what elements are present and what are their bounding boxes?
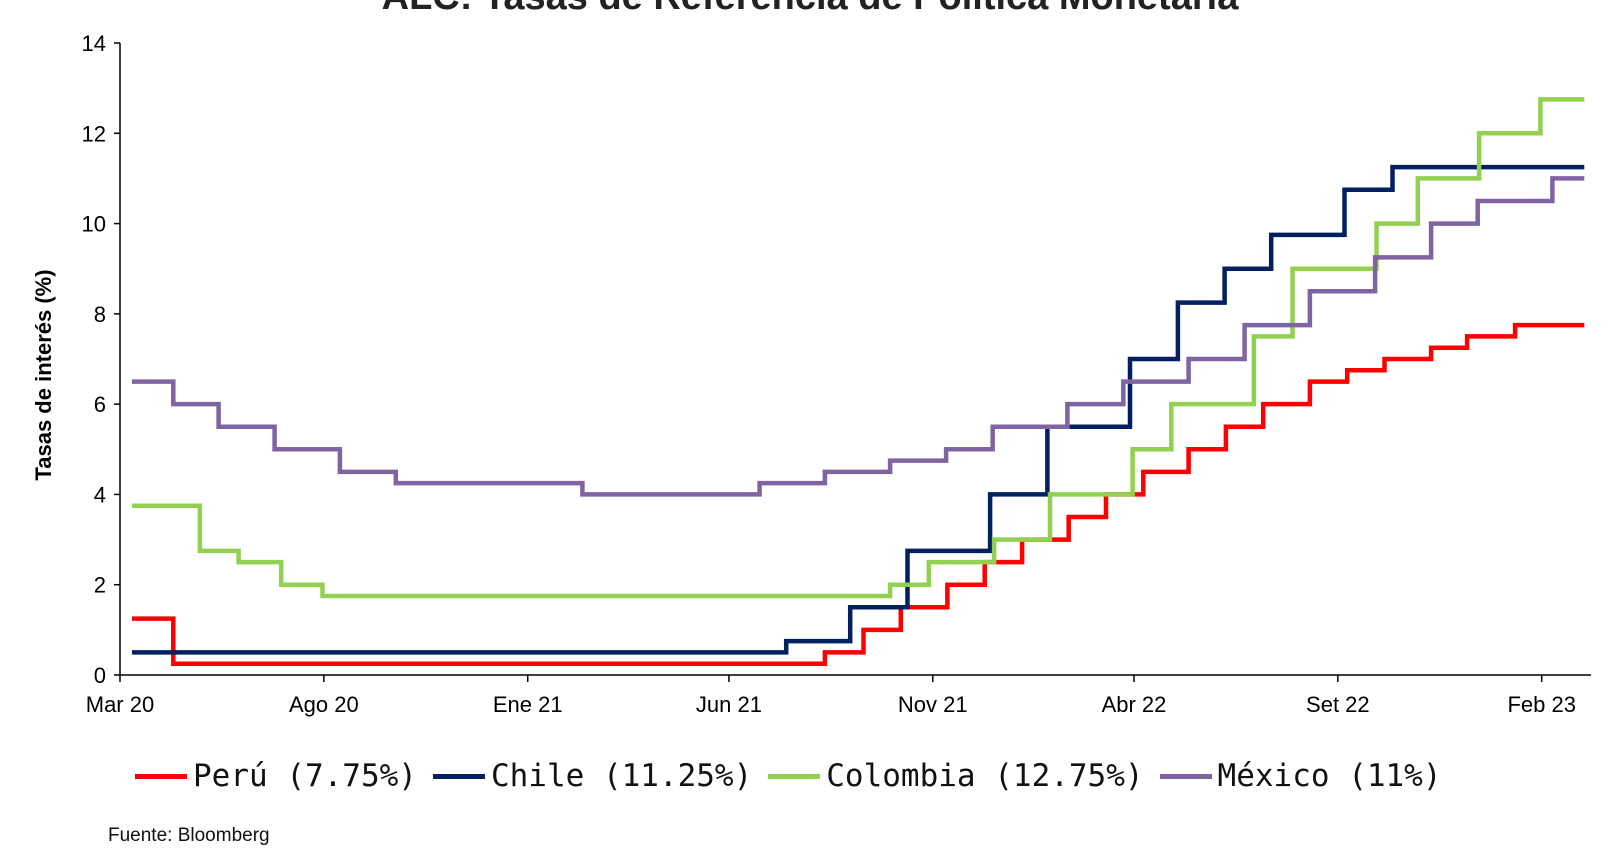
legend-label: México (11%) xyxy=(1217,758,1442,794)
legend-item-chile: Chile (11.25%) xyxy=(432,758,753,794)
y-tick-label: 6 xyxy=(94,392,106,417)
x-tick-label: Ago 20 xyxy=(289,692,359,717)
legend-item-colombia: Colombia (12.75%) xyxy=(768,758,1144,794)
series-line-colombia xyxy=(132,97,1585,599)
y-tick-label: 12 xyxy=(82,121,106,146)
x-tick-label: Nov 21 xyxy=(898,692,968,717)
x-tick-label: Jun 21 xyxy=(696,692,762,717)
chart-title: ALC: Tasas de Referencia de Política Mon… xyxy=(0,0,1620,19)
legend-swatch xyxy=(768,773,821,779)
legend: Perú (7.75%) Chile (11.25%) Colombia (12.7… xyxy=(135,758,1458,794)
legend-label: Colombia (12.75%) xyxy=(826,758,1144,794)
series-line-peru xyxy=(132,322,1585,666)
y-tick-label: 8 xyxy=(94,302,106,327)
y-tick-label: 2 xyxy=(94,573,106,598)
legend-label: Chile (11.25%) xyxy=(490,758,753,794)
legend-label: Perú (7.75%) xyxy=(193,758,417,794)
legend-item-mexico: México (11%) xyxy=(1159,758,1442,794)
y-axis-label: Tasas de interés (%) xyxy=(31,269,56,480)
y-tick-label: 0 xyxy=(94,663,106,688)
y-tick-label: 10 xyxy=(82,212,106,237)
legend-swatch xyxy=(432,773,485,779)
x-tick-label: Abr 22 xyxy=(1102,692,1167,717)
line-chart: 0 2 4 6 8 10 12 14 Mar 20 Ago 20 Ene 21 Jun 21 Nov 2… xyxy=(31,31,1591,717)
x-tick-label: Mar 20 xyxy=(86,692,154,717)
legend-item-peru: Perú (7.75%) xyxy=(135,758,417,794)
series-lines xyxy=(132,97,1585,666)
legend-swatch xyxy=(135,773,187,779)
x-tick-label: Set 22 xyxy=(1306,692,1370,717)
y-tick-label: 4 xyxy=(94,482,106,507)
source-note: Fuente: Bloomberg xyxy=(108,825,270,846)
legend-swatch xyxy=(1159,773,1212,779)
x-tick-label: Feb 23 xyxy=(1507,692,1576,717)
axes: 0 2 4 6 8 10 12 14 Mar 20 Ago 20 Ene 21 Jun 21 Nov 2… xyxy=(82,31,1591,717)
series-line-mexico xyxy=(132,176,1585,497)
series-line-chile xyxy=(132,164,1585,655)
x-tick-label: Ene 21 xyxy=(493,692,563,717)
y-tick-label: 14 xyxy=(82,31,106,56)
